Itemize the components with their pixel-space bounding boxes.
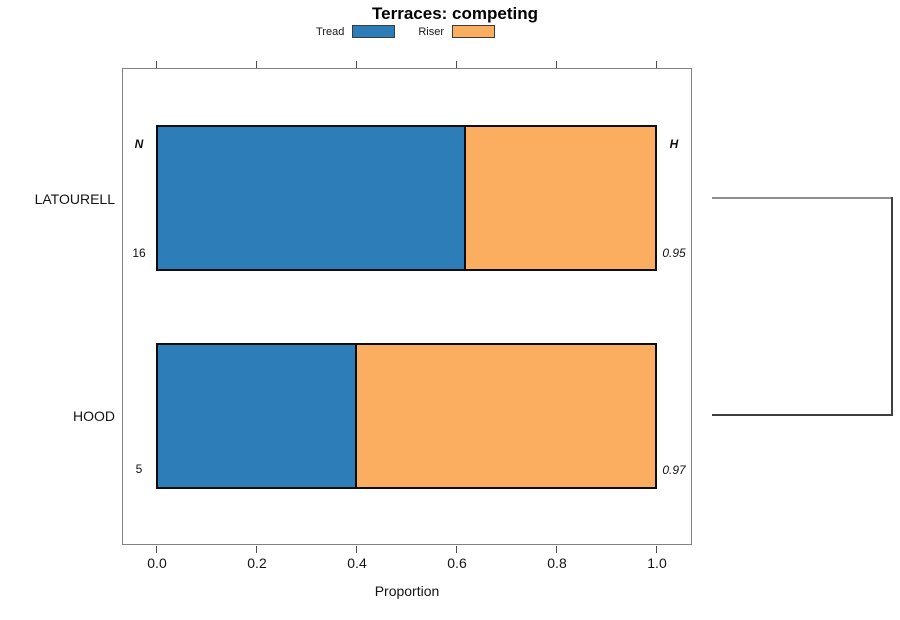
legend-swatch-riser-icon: [452, 25, 495, 38]
bar-segment-latourell-tread: [158, 127, 467, 269]
h-column-header: H: [669, 137, 679, 151]
n-value-latourell: 16: [132, 246, 146, 260]
h-value-hood: 0.97: [662, 463, 686, 477]
legend-swatch-tread-icon: [352, 25, 396, 38]
category-label-latourell: LATOURELL: [34, 191, 115, 207]
x-axis-top-tick: [256, 61, 257, 68]
x-axis-tick-label: 0.2: [247, 555, 267, 571]
chart-title: Terraces: competing: [372, 4, 538, 23]
x-axis-tick-label: 1.0: [647, 555, 667, 571]
dendrogram-branch-latourell: [712, 197, 893, 199]
bar-latourell: [156, 125, 657, 271]
bar-segment-latourell-riser: [466, 127, 655, 269]
bar-hood: [156, 343, 657, 489]
x-axis-tick: [656, 546, 657, 553]
x-axis-top-tick: [656, 61, 657, 68]
x-axis-tick-label: 0.8: [547, 555, 567, 571]
x-axis-tick-label: 0.0: [147, 555, 167, 571]
x-axis-tick: [356, 546, 357, 553]
x-axis-tick: [256, 546, 257, 553]
legend-item-riser: Riser: [418, 25, 495, 38]
dendrogram-join: [891, 197, 893, 416]
dendrogram-branch-hood: [712, 414, 893, 416]
legend-label-tread: Tread: [316, 25, 345, 38]
x-axis-top-tick: [156, 61, 157, 68]
x-axis-top-tick: [356, 61, 357, 68]
n-column-header: N: [134, 137, 144, 151]
legend-item-tread: Tread: [316, 25, 396, 38]
h-value-latourell: 0.95: [662, 246, 686, 260]
x-axis-tick: [456, 546, 457, 553]
x-axis-top-tick: [456, 61, 457, 68]
legend: Tread Riser: [316, 25, 495, 38]
x-axis-tick: [556, 546, 557, 553]
x-axis-title: Proportion: [374, 583, 440, 599]
n-value-hood: 5: [135, 462, 143, 476]
bar-segment-hood-riser: [356, 345, 655, 487]
x-axis-tick: [156, 546, 157, 553]
x-axis-tick-label: 0.6: [447, 555, 467, 571]
bar-segment-hood-tread: [158, 345, 357, 487]
x-axis-tick-label: 0.4: [347, 555, 367, 571]
category-label-hood: HOOD: [73, 408, 115, 424]
legend-label-riser: Riser: [418, 25, 444, 38]
x-axis-top-tick: [556, 61, 557, 68]
